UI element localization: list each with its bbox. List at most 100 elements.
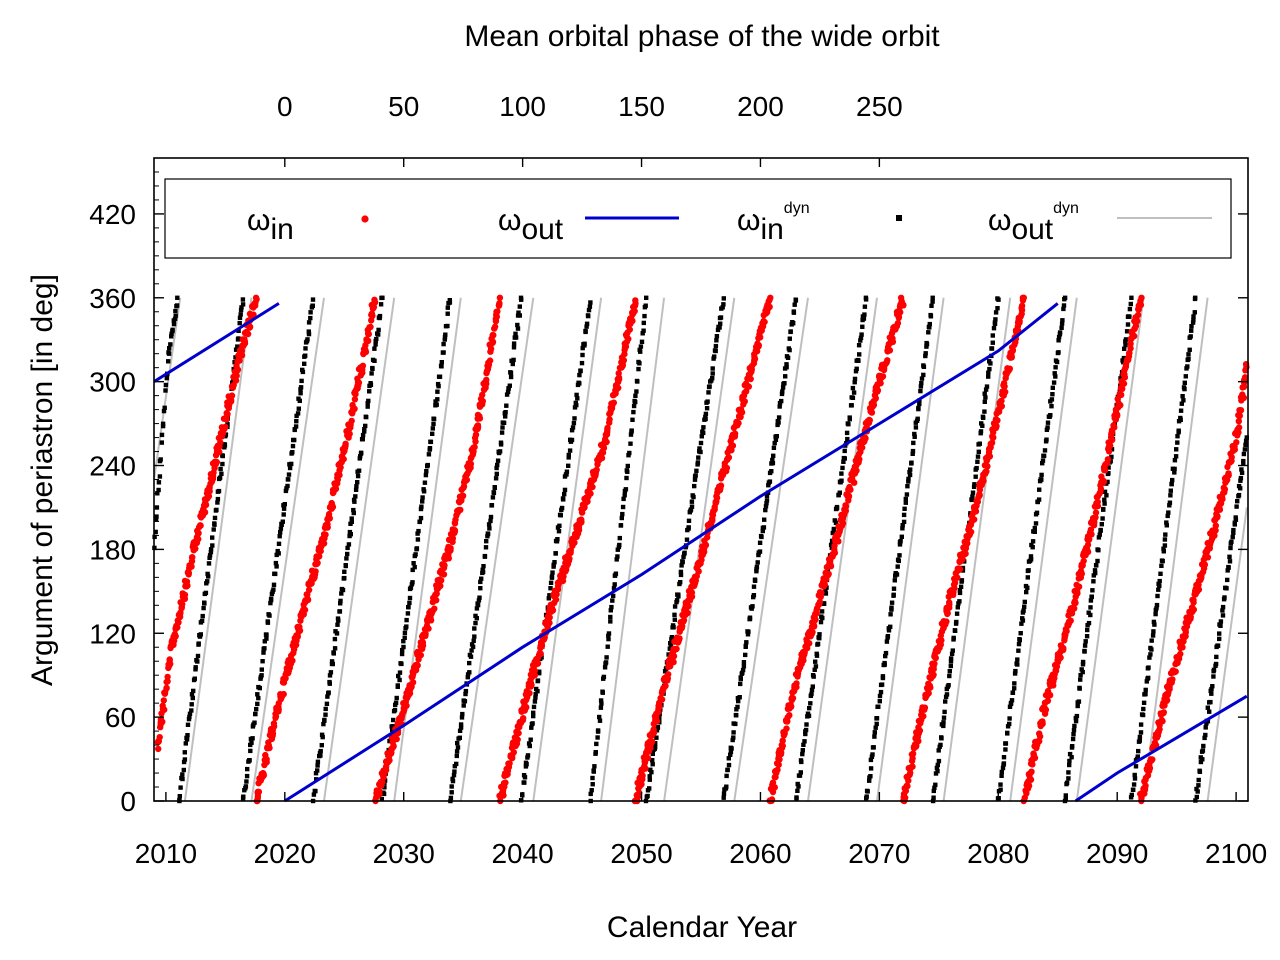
omega-in-dyn-point [796,784,801,789]
omega-in-dyn-point [589,788,594,793]
omega-in-dyn-point [654,728,660,733]
omega-in-dyn-point [1060,318,1065,323]
omega-in-dyn-point [1153,611,1158,617]
omega-in-dyn-point [290,450,295,455]
omega-in-point [252,294,260,301]
omega-in-dyn-point [1209,691,1214,696]
omega-in-point [459,492,467,499]
omega-in-point [1177,650,1184,658]
omega-in-dyn-point [709,378,714,383]
omega-in-dyn-point [173,313,178,319]
omega-in-dyn-point [693,473,698,478]
omega-in-dyn-point [734,713,739,718]
omega-in-dyn-point [779,391,785,397]
omega-out-dyn-segment-3 [323,297,396,802]
omega-in-dyn-point [393,700,399,705]
omega-in-dyn-point [924,344,929,349]
omega-in-dyn-point [208,547,214,552]
omega-in-point [571,539,578,546]
omega-in-dyn-point [332,636,338,642]
omega-in-dyn-point [439,364,444,369]
omega-in-dyn-point [811,674,816,679]
omega-in-dyn-point [942,709,947,715]
omega-in-dyn-point [864,794,869,799]
x-axis-title: Calendar Year [607,911,797,944]
omega-in-dyn-point [1128,301,1133,307]
omega-in-point [365,337,372,345]
omega-in-dyn-point [731,735,736,740]
omega-in-point [433,597,440,604]
omega-in-dyn-point [1094,563,1099,568]
omega-in-dyn-point [743,644,748,649]
omega-in-dyn-point [1193,295,1198,300]
omega-in-dyn-point [704,406,710,411]
omega-in-point [904,782,911,790]
omega-in-dyn-point [562,492,567,497]
omega-in-point [779,737,786,744]
omega-in-dyn-point [239,305,244,310]
omega-in-point [783,725,790,732]
omega-in-dyn-point [1080,669,1085,675]
omega-in-dyn-point [615,547,620,552]
omega-in-dyn-point [625,469,630,474]
omega-in-dyn-point [1121,360,1126,365]
omega-in-dyn-point [478,579,483,585]
omega-in-dyn-point [171,321,177,327]
omega-in-dyn-point [577,381,582,386]
omega-in-dyn-point [919,376,925,381]
omega-in-dyn-point [878,689,884,695]
omega-in-point [202,501,210,509]
omega-in-dyn-point [1035,499,1040,505]
omega-in-point [1216,506,1224,513]
omega-in-dyn-point [601,674,607,680]
omega-in-dyn-point [340,587,346,593]
omega-in-dyn-point [332,646,338,651]
legend-base-omega-in-dyn: ω [737,204,760,237]
omega-in-point [272,713,280,720]
omega-in-dyn-point [559,505,565,511]
omega-in-dyn-point [237,320,242,326]
omega-in-point [526,690,533,697]
omega-in-point [1027,776,1035,783]
omega-out-dyn-segment-4 [393,297,462,802]
omega-in-point [1029,761,1036,768]
omega-in-dyn-point [795,781,800,787]
omega-in-dyn-point [294,419,299,424]
omega-in-dyn-point [1106,471,1111,476]
y-tick-label: 180 [89,534,136,565]
omega-in-point [355,379,363,386]
legend-sup-omega-out-dyn: dyn [1053,200,1079,217]
omega-in-dyn-point [733,721,738,727]
legend: ωin ωout ωindyn ωoutdyn [164,178,1232,259]
omega-in-dyn-point [475,602,481,608]
omega-in-dyn-point [851,390,857,395]
omega-in-dyn-point [595,735,600,740]
omega-in-dyn-point [400,647,405,653]
omega-in-point [431,605,438,612]
omega-in-point [337,464,344,471]
omega-in-dyn-point [351,507,356,513]
omega-in-dyn-point [580,345,585,351]
omega-in-point [246,324,253,331]
omega-in-dyn-point [243,784,249,789]
omega-in-dyn-point [189,708,194,713]
omega-in-dyn-point [256,695,261,701]
omega-in-point [986,453,994,460]
omega-in-dyn-point [584,324,589,329]
omega-in-dyn-point [915,416,920,421]
omega-in-dyn-point [364,414,369,420]
omega-in-point [352,391,359,398]
omega-in-dyn-point [319,732,325,737]
omega-in-dyn-point [513,335,519,340]
omega-in-dyn-point [220,453,225,459]
omega-in-dyn-point [918,388,923,394]
omega-in-dyn-point [1067,751,1073,757]
omega-in-dyn-point [518,295,524,300]
omega-in-point [483,376,490,384]
omega-in-dyn-point [279,522,284,527]
omega-in-dyn-point [474,606,480,611]
omega-in-dyn-point [929,303,934,308]
omega-in-point [441,562,448,569]
omega-in-dyn-point [1134,756,1140,762]
omega-in-point [479,391,486,399]
